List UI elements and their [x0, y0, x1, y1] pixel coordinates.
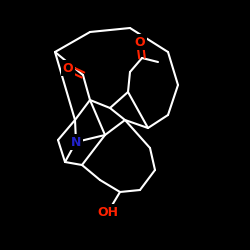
Text: O: O: [135, 36, 145, 49]
Text: OH: OH: [98, 206, 118, 218]
Text: O: O: [63, 62, 73, 74]
Text: N: N: [71, 136, 81, 148]
